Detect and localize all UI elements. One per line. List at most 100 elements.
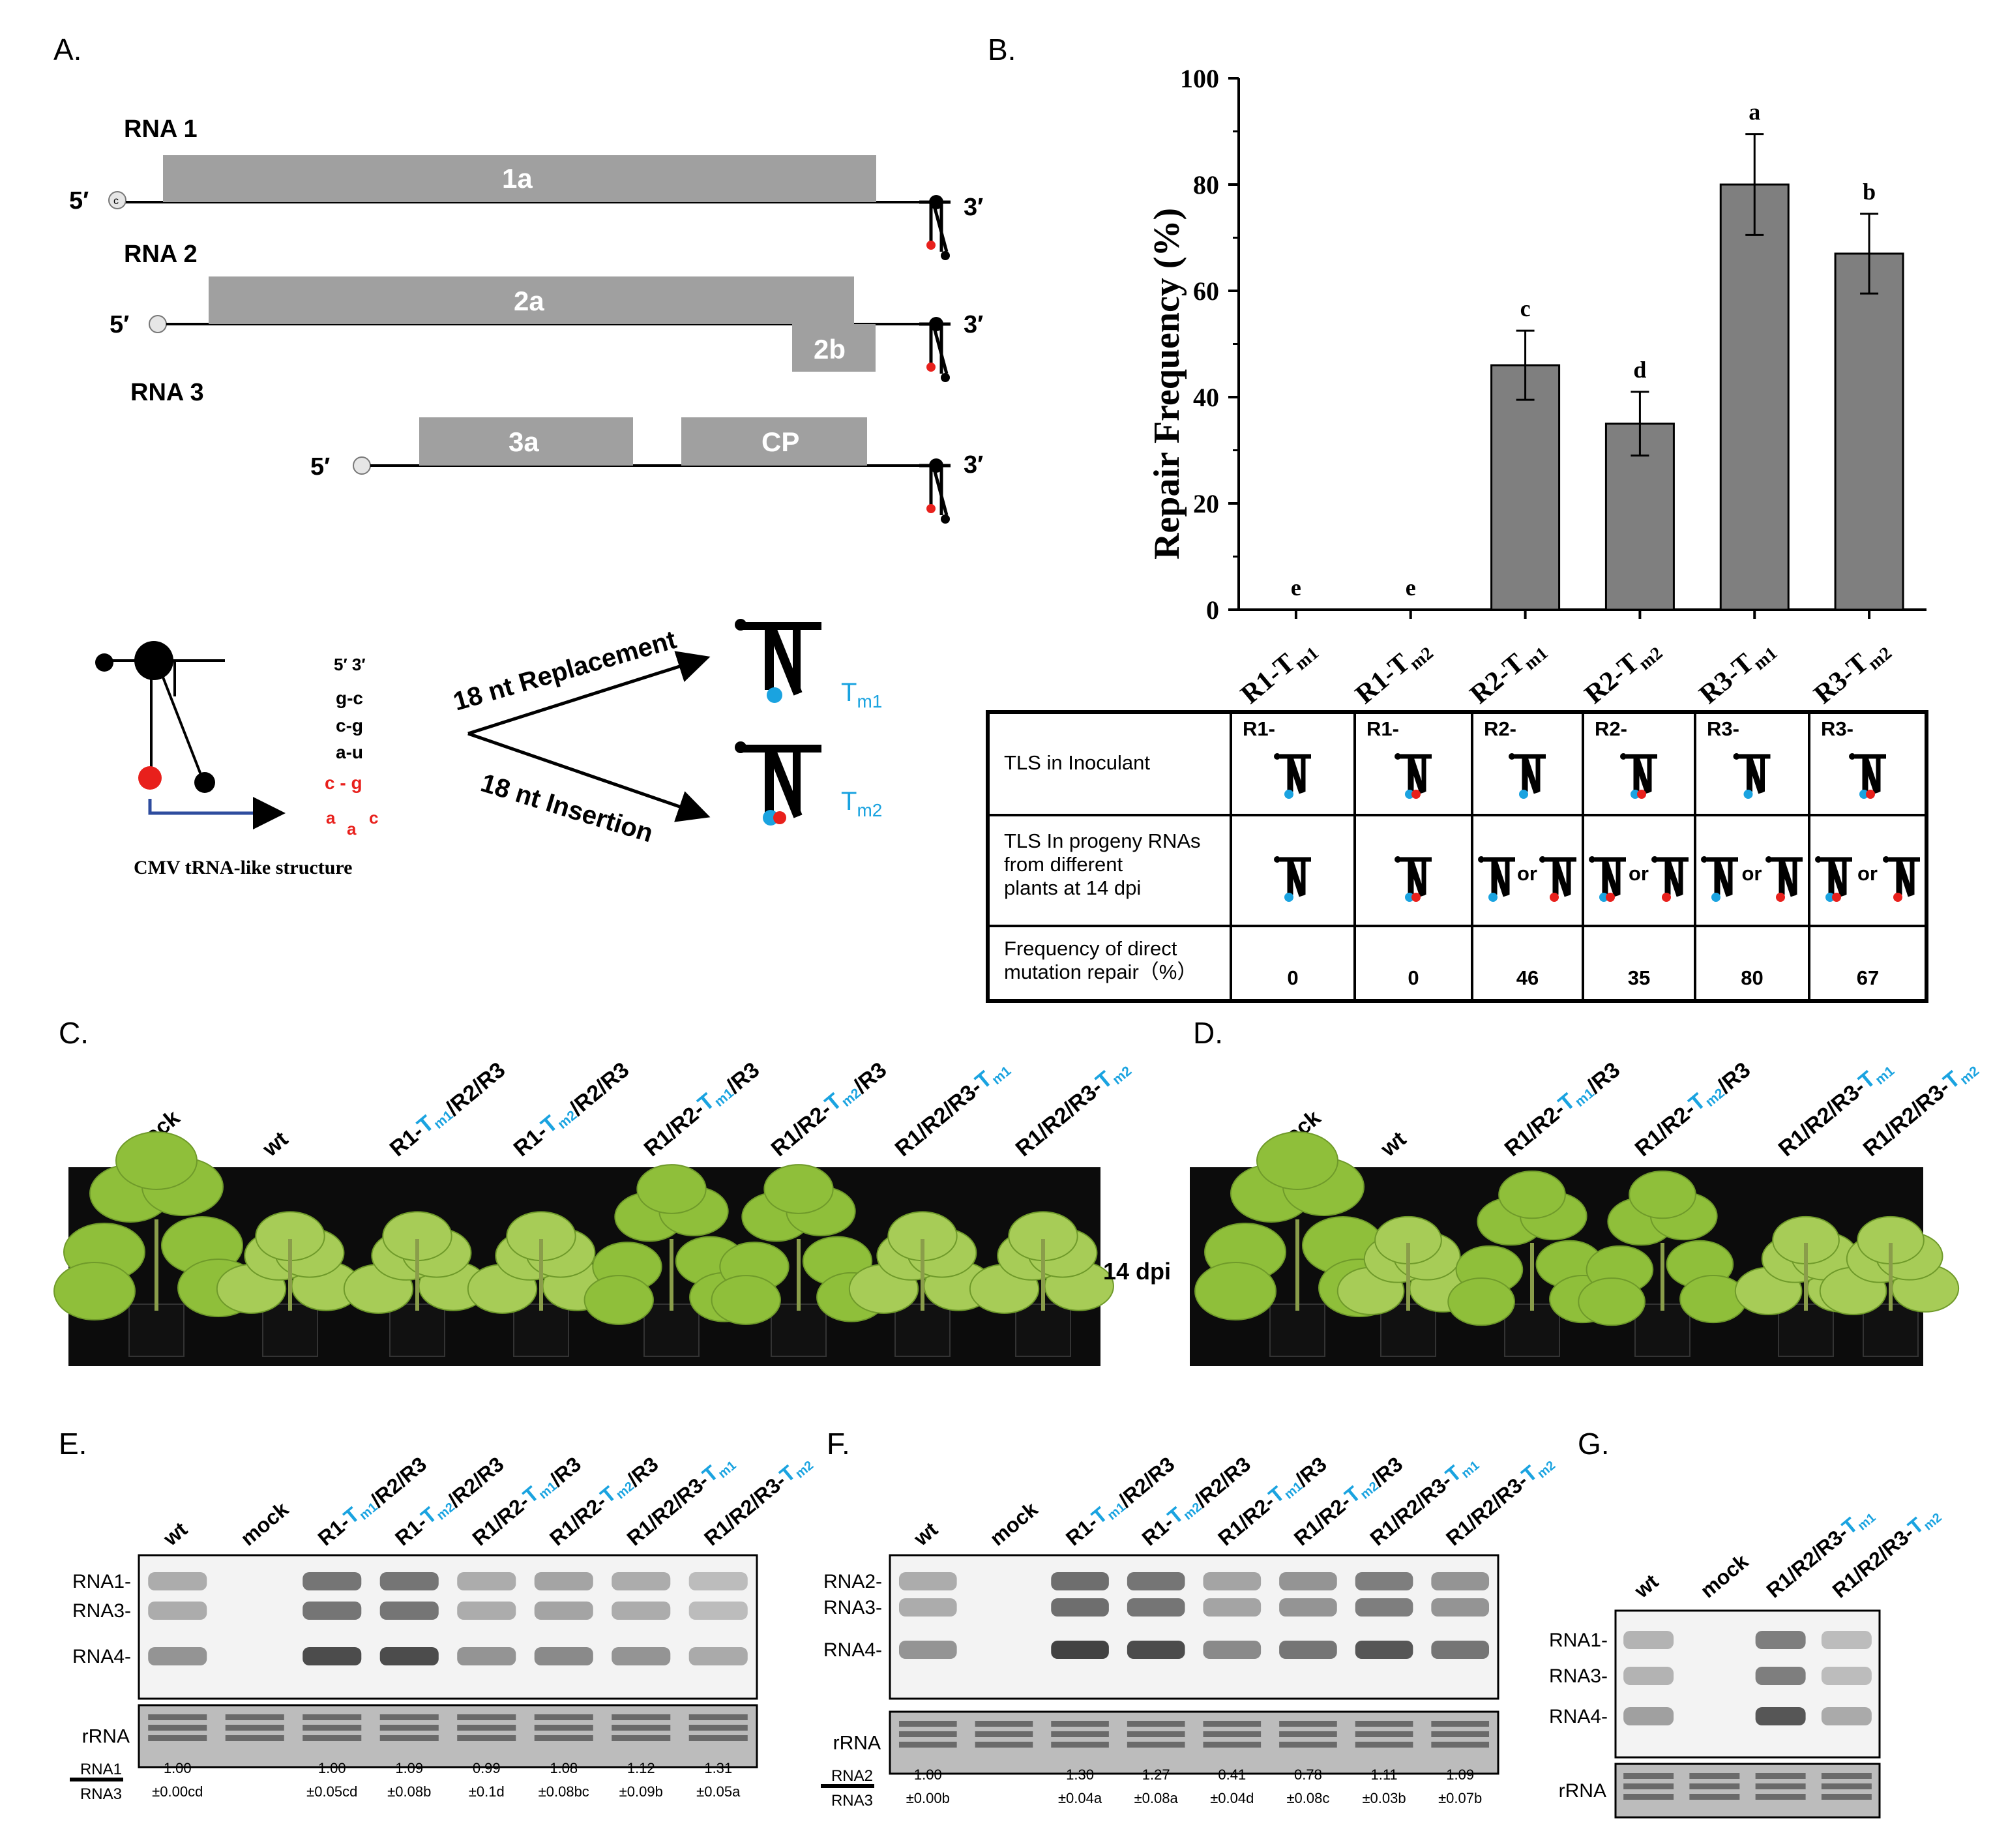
ratio-numerator: RNA2	[831, 1767, 873, 1785]
tls-inoculant-icon	[1509, 753, 1546, 799]
ratio-numerator: RNA1	[80, 1761, 122, 1778]
rrna-band	[534, 1714, 593, 1720]
blot-membrane	[138, 1554, 758, 1700]
leaf	[636, 1164, 707, 1214]
orf-cp-box	[681, 417, 867, 466]
x-tick-label: R1-Tm2	[1350, 632, 1438, 713]
rrna-label: rRNA	[1559, 1780, 1606, 1802]
ratio-error: ±0.00b	[906, 1790, 950, 1806]
blot-band	[1127, 1641, 1185, 1659]
ratio-error: ±0.04d	[1210, 1790, 1254, 1806]
red-dot-icon	[1893, 893, 1902, 902]
blot-band	[1431, 1598, 1490, 1617]
blot-band	[1203, 1641, 1262, 1659]
rrna-band	[534, 1735, 593, 1741]
ratio-value: 1.09	[395, 1760, 423, 1776]
rna3-five-prime: 5′	[310, 453, 330, 481]
blue-dot-icon	[1284, 893, 1293, 902]
table-row-label: Frequency of direct	[1004, 937, 1177, 960]
rrna-band	[975, 1742, 1033, 1748]
panel-d: D. mockwtR1/R2-Tm1/R3R1/R2-Tm2/R3R1/R2/R…	[1190, 1016, 1982, 1366]
pot	[1015, 1304, 1071, 1357]
tls-progeny-icon	[1539, 856, 1576, 902]
tls-caption: CMV tRNA-like structure	[134, 857, 353, 878]
lane-label: mock	[985, 1497, 1042, 1550]
rrna-band	[1623, 1773, 1674, 1779]
tls-glyph	[1274, 856, 1311, 896]
blot-band	[1821, 1631, 1872, 1649]
rrna-band	[1127, 1742, 1185, 1748]
y-axis-label: Repair Frequency (%)	[1147, 208, 1187, 559]
blot-band	[1431, 1572, 1490, 1590]
rrna-band	[1821, 1794, 1872, 1800]
table-col-prefix: R3-	[1707, 717, 1739, 740]
leaf	[1679, 1275, 1747, 1324]
band-label: RNA1-	[1549, 1630, 1608, 1651]
band-label: RNA4-	[823, 1639, 882, 1661]
frequency-value: 0	[1287, 966, 1298, 989]
ratio-error: ±0.08b	[387, 1783, 431, 1800]
blot-band	[1127, 1572, 1185, 1590]
rrna-band	[688, 1735, 748, 1741]
plant-label: R1/R2-Tm1/R3	[1500, 1054, 1625, 1165]
blue-dot-icon	[1631, 790, 1640, 799]
tls-progeny-icon	[1701, 856, 1738, 902]
plant-label: R1/R2-Tm2/R3	[767, 1054, 892, 1165]
rrna-band	[457, 1725, 516, 1731]
plant-label: R1-Tm2/R2/R3	[509, 1054, 634, 1165]
rrna-band	[225, 1735, 284, 1741]
ratio-denominator: RNA3	[831, 1792, 873, 1810]
tls-glyph	[1815, 856, 1852, 896]
tls-inoculant-icon	[1620, 753, 1657, 799]
rna1-label: RNA 1	[124, 115, 198, 143]
pot	[1778, 1304, 1834, 1357]
pot	[128, 1304, 185, 1357]
rrna-band	[1821, 1773, 1872, 1779]
rna3-three-prime: 3′	[964, 451, 983, 479]
ratio-value: 0.99	[473, 1760, 501, 1776]
blot-band	[303, 1602, 362, 1620]
ratio-error: ±0.00cd	[152, 1783, 203, 1800]
blot-band	[1051, 1572, 1109, 1590]
tls-progeny-icon	[1883, 856, 1920, 902]
blue-dot-icon	[1711, 893, 1720, 902]
significance-letter: a	[1749, 99, 1760, 125]
blot-band	[688, 1602, 748, 1620]
loop-a1: a	[326, 808, 336, 827]
tls-glyph	[1849, 753, 1886, 793]
blue-dot-icon	[1825, 893, 1835, 902]
loop-c: c	[369, 808, 378, 827]
tls-glyph	[1509, 753, 1546, 793]
band-label: RNA1-	[72, 1571, 131, 1592]
blot-band	[1821, 1707, 1872, 1725]
plant	[1734, 1215, 1875, 1357]
panel-b: B. Repair Frequency (%) 0 20 40 60 80 100 e R1-…	[988, 33, 1927, 713]
lane-label: mock	[236, 1497, 293, 1550]
lane-label: wt	[909, 1517, 942, 1551]
x-tick-label: R3-Tm2	[1808, 632, 1896, 713]
blot-band	[1623, 1631, 1674, 1649]
table-row-label: TLS In progeny RNAs	[1004, 829, 1201, 852]
tls-glyph	[1589, 856, 1626, 896]
blot-band	[1279, 1641, 1337, 1659]
rrna-band	[1279, 1731, 1337, 1737]
rrna-band	[1755, 1794, 1806, 1800]
blot-band	[898, 1598, 957, 1617]
leaf	[583, 1275, 654, 1325]
panel-f-letter: F.	[827, 1427, 850, 1461]
or-label: or	[1629, 862, 1649, 885]
rrna-band	[303, 1735, 362, 1741]
panel-d-letter: D.	[1193, 1016, 1223, 1050]
orf-2a-box	[209, 276, 854, 324]
rrna-band	[225, 1725, 284, 1731]
table-row-label: TLS in Inoculant	[1004, 751, 1150, 774]
cap-icon	[108, 191, 126, 209]
tm1-label: Tm1	[841, 678, 882, 711]
ratio-denominator: RNA3	[80, 1785, 122, 1803]
red-dot-icon	[1866, 790, 1875, 799]
band-label: RNA4-	[72, 1646, 131, 1667]
panel-b-letter: B.	[988, 33, 1016, 67]
rrna-band	[1821, 1783, 1872, 1789]
table-col-prefix: R1-	[1243, 717, 1275, 740]
